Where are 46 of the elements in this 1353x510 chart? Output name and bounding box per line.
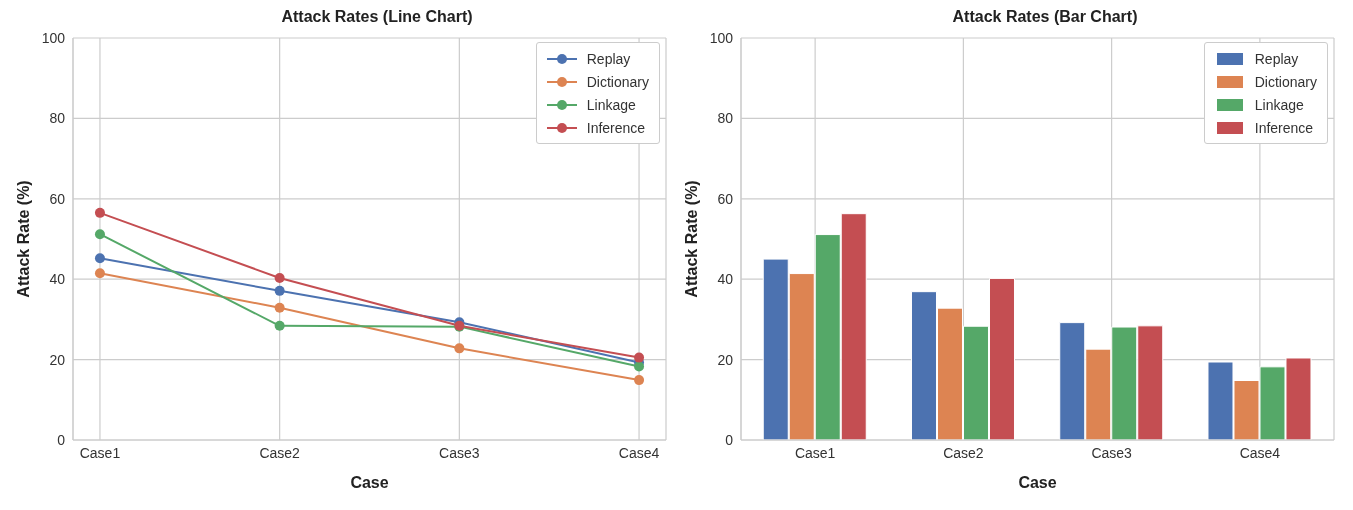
y-tick-label: 80	[717, 110, 734, 127]
point	[634, 361, 645, 372]
point	[94, 268, 105, 279]
y-tick-label: 40	[717, 271, 734, 288]
x-tick-label: Case4	[618, 444, 660, 461]
x-axis-title: Case	[1018, 474, 1057, 491]
chart-title: Attack Rates (Bar Chart)	[951, 8, 1139, 27]
y-tick-label: 20	[49, 351, 66, 368]
y-tick-label: 40	[49, 271, 66, 288]
x-tick-label: Case3	[439, 444, 480, 461]
x-tick-label: Case1	[79, 444, 121, 461]
x-tick-label: Case3	[1091, 444, 1133, 461]
y-tick-label: 100	[709, 29, 734, 46]
y-tick-label: 0	[725, 431, 734, 448]
chart-title: Attack Rates (Line Chart)	[280, 8, 474, 27]
y-tick-label: 0	[57, 431, 66, 448]
point	[94, 229, 105, 240]
y-axis-title: Attack Rate (%)	[682, 180, 700, 298]
y-tick-label: 100	[41, 29, 66, 46]
point	[274, 285, 285, 296]
y-tick-label: 60	[717, 190, 734, 207]
legend-label: Linkage	[1254, 96, 1304, 113]
legend-label: Linkage	[586, 96, 636, 113]
x-tick-label: Case1	[794, 444, 836, 461]
legend-label: Inference	[1254, 119, 1314, 136]
x-tick-label: Case2	[943, 444, 984, 461]
x-tick-label: Case4	[1239, 444, 1281, 461]
y-tick-label: 20	[717, 351, 734, 368]
legend-label: Replay	[1254, 50, 1299, 67]
point	[274, 320, 285, 331]
point	[454, 343, 465, 354]
y-tick-label: 80	[49, 110, 66, 127]
point	[634, 375, 645, 386]
legend-label: Inference	[586, 119, 646, 136]
y-axis-title: Attack Rate (%)	[14, 180, 32, 298]
x-tick-label: Case2	[259, 444, 301, 461]
point	[274, 302, 285, 313]
point	[634, 352, 645, 363]
point	[94, 253, 105, 264]
point	[94, 207, 105, 218]
x-axis-title: Case	[350, 474, 389, 491]
legend-label: Replay	[586, 50, 631, 67]
legend-label: Dictionary	[586, 73, 649, 90]
y-tick-label: 60	[49, 190, 66, 207]
point	[274, 272, 285, 283]
legend-label: Dictionary	[1254, 73, 1317, 90]
